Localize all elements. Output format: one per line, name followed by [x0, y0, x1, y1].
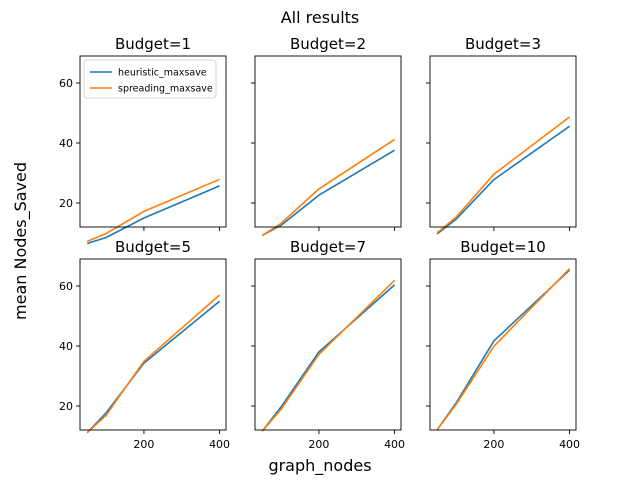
y-tick-label: 20	[59, 400, 73, 413]
subplots: Budget=1 20 40 60 heuristic_maxsave spreading…	[59, 35, 580, 451]
series-line-heuristic_maxsave	[436, 269, 571, 431]
legend: heuristic_maxsave spreading_maxsave	[83, 59, 217, 99]
x-tick-label: 400	[209, 438, 230, 451]
subplot-title: Budget=3	[465, 35, 541, 53]
x-tick-label: 200	[308, 438, 329, 451]
y-tick-label: 60	[59, 77, 73, 90]
axes-frame	[429, 55, 577, 228]
series-line-spreading_maxsave	[86, 178, 220, 243]
series-line-heuristic_maxsave	[436, 125, 571, 235]
subplot-3: Budget=3	[426, 35, 577, 235]
series-line-heuristic_maxsave	[86, 185, 220, 245]
legend-label: heuristic_maxsave	[118, 68, 207, 79]
axes-frame	[254, 258, 402, 431]
subplot-title: Budget=1	[115, 35, 191, 53]
x-tick-label: 200	[133, 438, 154, 451]
series-line-spreading_maxsave	[436, 116, 571, 234]
x-tick-label: 400	[559, 438, 580, 451]
subplot-title: Budget=10	[460, 238, 546, 256]
axes-frame	[79, 258, 227, 431]
y-tick-label: 40	[59, 340, 73, 353]
subplot-title: Budget=2	[290, 35, 366, 53]
subplot-title: Budget=5	[115, 238, 191, 256]
y-tick-label: 40	[59, 137, 73, 150]
x-tick-label: 400	[384, 438, 405, 451]
subplot-6: Budget=10 200 400	[426, 238, 580, 451]
subplot-5: Budget=7 200 400	[251, 238, 405, 451]
x-axis-label: graph_nodes	[268, 456, 371, 476]
series-line-spreading_maxsave	[86, 294, 221, 434]
y-tick-label: 20	[59, 197, 73, 210]
series-line-spreading_maxsave	[436, 268, 571, 431]
series-line-spreading_maxsave	[261, 279, 396, 432]
legend-label: spreading_maxsave	[118, 84, 213, 95]
subplot-4: Budget=5 200 400 20 40 60	[59, 238, 230, 451]
series-line-spreading_maxsave	[261, 138, 396, 237]
subplot-title: Budget=7	[290, 238, 366, 256]
legend-box	[83, 59, 217, 99]
y-tick-label: 60	[59, 280, 73, 293]
figure-title: All results	[281, 8, 360, 27]
axes-frame	[429, 258, 577, 431]
x-tick-label: 200	[483, 438, 504, 451]
axes-frame	[254, 55, 402, 228]
subplot-2: Budget=2	[251, 35, 402, 237]
axes-frame	[79, 55, 227, 228]
subplot-1: Budget=1 20 40 60 heuristic_maxsave spreading…	[59, 35, 227, 245]
y-axis-label: mean Nodes_Saved	[11, 162, 31, 320]
